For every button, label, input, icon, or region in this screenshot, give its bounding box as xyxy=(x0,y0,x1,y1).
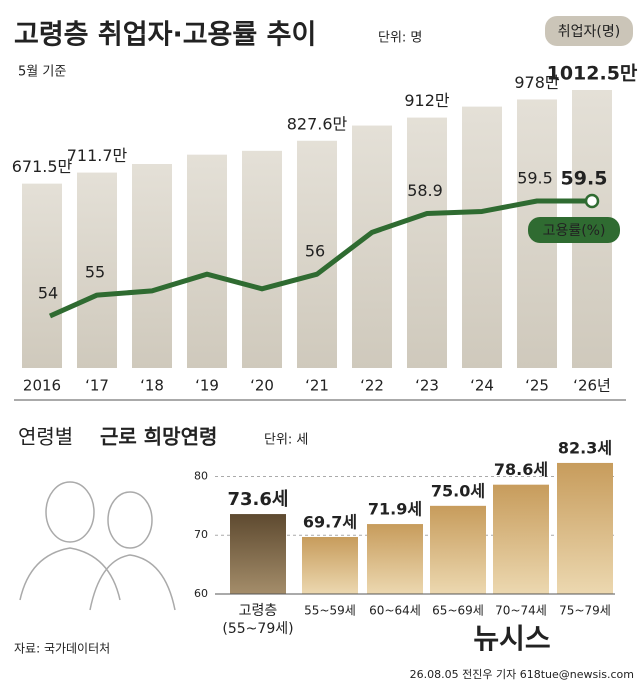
x-tick-label: 75~79세 xyxy=(559,604,611,618)
bar-value-label: 71.9세 xyxy=(368,500,422,519)
bar-value-label: 827.6만 xyxy=(287,114,348,133)
x-tick-label: ‘24 xyxy=(470,377,494,395)
bar-value-label: 78.6세 xyxy=(494,460,548,479)
rate-value-label: 54 xyxy=(38,284,58,303)
bar xyxy=(242,150,282,368)
bar xyxy=(230,514,286,594)
bar-value-label: 75.0세 xyxy=(431,481,485,500)
legend-box xyxy=(545,16,633,46)
x-tick-label: 70~74세 xyxy=(495,604,547,618)
x-tick-label: ‘18 xyxy=(140,377,164,395)
rate-value-label: 59.5 xyxy=(561,168,608,190)
source: 자료: 국가데이터처 xyxy=(14,642,110,656)
rate-line xyxy=(48,198,592,319)
y-tick-label: 60 xyxy=(194,587,208,600)
legend-label: 취업자(명) xyxy=(558,24,620,40)
rate-value-label: 55 xyxy=(85,263,105,282)
bar xyxy=(22,183,62,368)
legend-box xyxy=(528,217,620,243)
x-tick-label: ‘23 xyxy=(415,377,439,395)
x-tick-label: 2016 xyxy=(23,377,61,395)
bar xyxy=(493,484,549,594)
bar-value-label: 912만 xyxy=(404,91,450,110)
bar xyxy=(462,106,502,368)
unit: 단위: 명 xyxy=(378,31,422,46)
x-tick-label: 55~59세 xyxy=(304,604,356,618)
logo: 뉴시스 xyxy=(473,622,550,655)
y-tick-label: 70 xyxy=(194,528,208,541)
title-2: 연령별 xyxy=(18,425,73,449)
bar-value-label: 82.3세 xyxy=(558,438,612,457)
title: 고령층 취업자·고용률 추이 xyxy=(14,20,316,51)
bar-value-label: 73.6세 xyxy=(228,489,289,510)
x-tick-label: ‘19 xyxy=(195,377,219,395)
bar xyxy=(367,524,423,594)
credit: 26.08.05 전진우 기자 618tue@newsis.com xyxy=(410,668,634,681)
rate-value-label: 58.9 xyxy=(407,181,443,200)
rate-value-label: 59.5 xyxy=(517,169,553,188)
x-tick-label: ‘25 xyxy=(525,377,549,395)
unit-2: 단위: 세 xyxy=(264,433,308,448)
bar-value-label: 1012.5만 xyxy=(547,63,638,85)
rate-endpoint xyxy=(584,193,600,209)
x-tick-label: ‘17 xyxy=(85,377,109,395)
bar xyxy=(557,462,613,594)
people-illustration xyxy=(19,481,176,611)
note: 5월 기준 xyxy=(18,65,66,80)
bar-value-label: 711.7만 xyxy=(67,146,128,165)
bar xyxy=(77,172,117,368)
x-tick-label: 고령층 (55~79세) xyxy=(222,603,293,637)
bar xyxy=(132,163,172,368)
x-tick-label: ‘20 xyxy=(250,377,274,395)
title-2-bold: 근로 희망연령 xyxy=(100,425,217,449)
bar xyxy=(302,536,358,594)
bar xyxy=(297,140,337,368)
y-tick-label: 80 xyxy=(194,469,208,482)
bar-value-label: 671.5만 xyxy=(12,157,73,176)
x-tick-label: ‘26년 xyxy=(573,377,611,395)
x-tick-label: 60~64세 xyxy=(369,604,421,618)
bar-value-label: 69.7세 xyxy=(303,512,357,531)
x-tick-label: ‘22 xyxy=(360,377,384,395)
bar xyxy=(187,154,227,368)
bar xyxy=(352,125,392,368)
bar xyxy=(430,505,486,594)
x-tick-label: ‘21 xyxy=(305,377,329,395)
x-tick-label: 65~69세 xyxy=(432,604,484,618)
bar xyxy=(407,117,447,368)
bar-value-label: 978만 xyxy=(514,73,560,92)
rate-value-label: 56 xyxy=(305,242,325,261)
legend-label: 고용률(%) xyxy=(543,223,606,239)
